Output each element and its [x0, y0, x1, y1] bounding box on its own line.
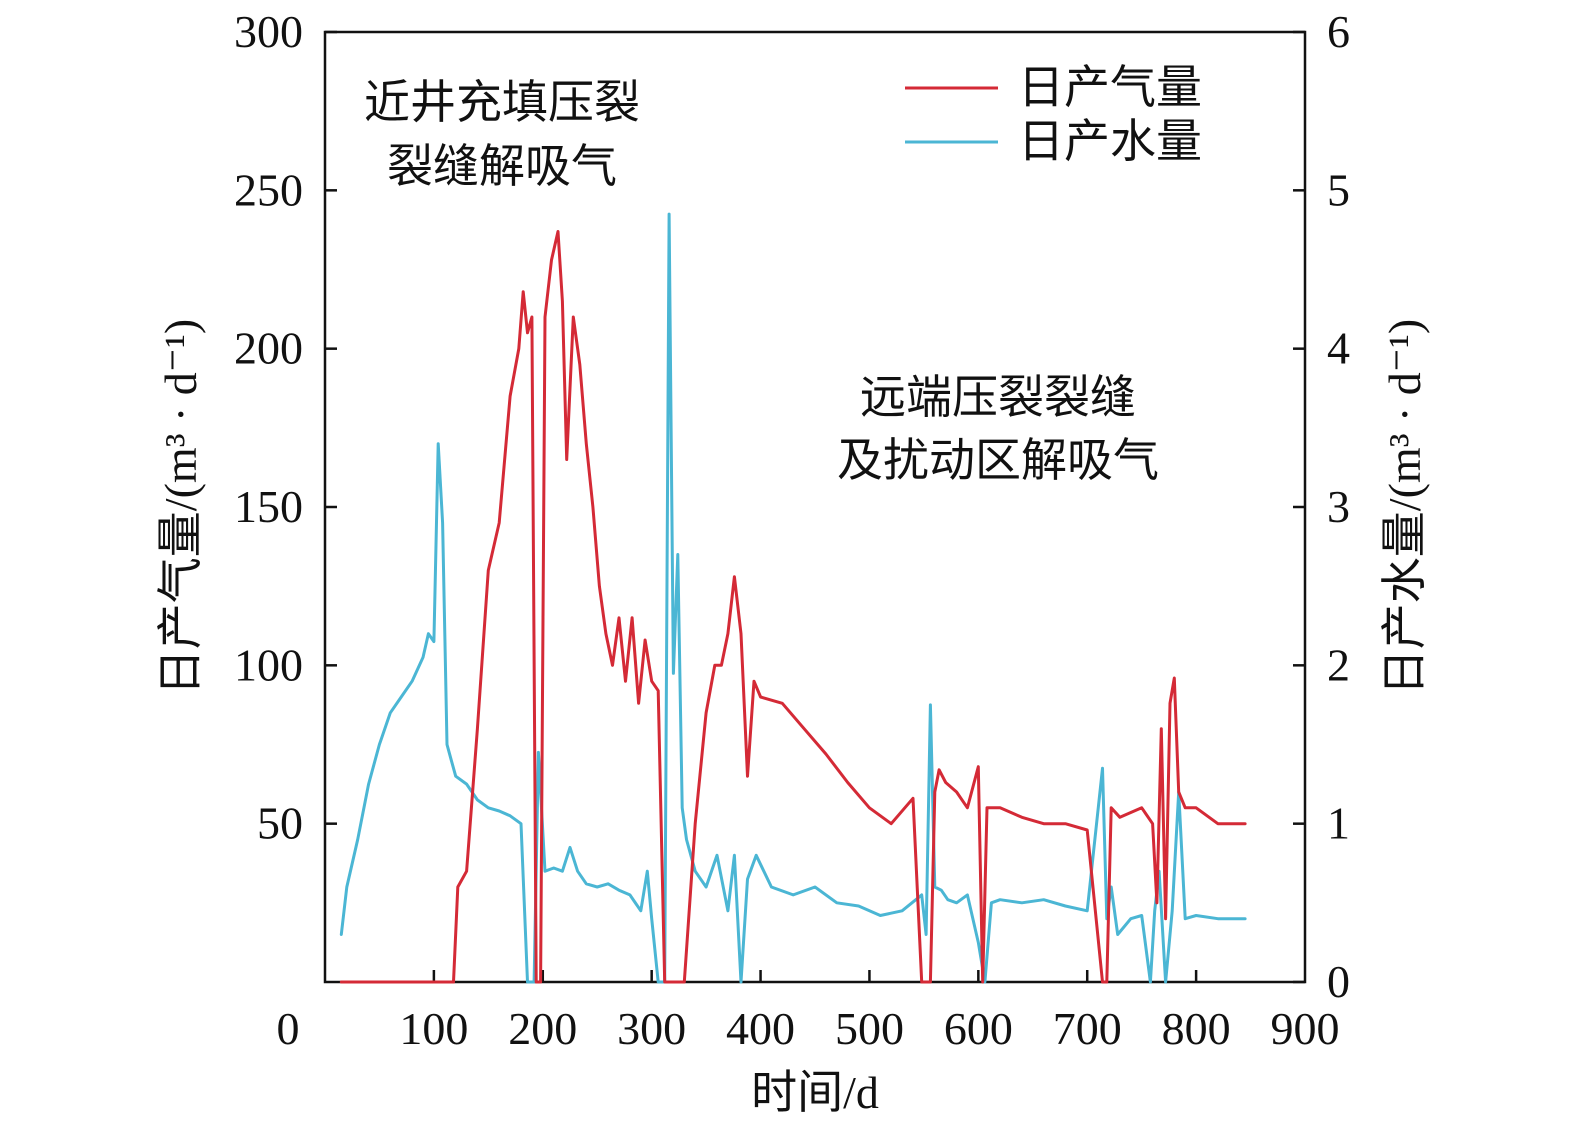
- x-tick-label: 600: [944, 1003, 1013, 1054]
- series-layer: [339, 212, 1247, 984]
- right-tick-label: 4: [1327, 323, 1350, 374]
- right-tick-label: 2: [1327, 639, 1350, 690]
- x-tick-label: 100: [399, 1003, 468, 1054]
- legend-label-gas: 日产气量: [1018, 62, 1202, 113]
- annotation-far-end-line1: 远端压裂裂缝: [860, 372, 1136, 423]
- right-tick-label: 1: [1327, 798, 1350, 849]
- left-axis-ticks: 50 100 150 200 250 300: [234, 6, 337, 849]
- left-tick-label: 250: [234, 164, 303, 215]
- series-line-water: [339, 212, 1247, 984]
- legend-label-water: 日产水量: [1018, 116, 1202, 167]
- right-axis-title: 日产水量/(m³ · d⁻¹): [1379, 319, 1430, 695]
- right-tick-label: 5: [1327, 164, 1350, 215]
- x-tick-label: 300: [617, 1003, 686, 1054]
- x-tick-label: 800: [1162, 1003, 1231, 1054]
- left-axis-title: 日产气量/(m³ · d⁻¹): [155, 319, 206, 695]
- x-tick-label: 200: [508, 1003, 577, 1054]
- x-tick-label: 900: [1271, 1003, 1340, 1054]
- annotation-far-end-line2: 及扰动区解吸气: [837, 435, 1159, 486]
- x-tick-label: 700: [1053, 1003, 1122, 1054]
- legend: 日产气量 日产水量: [905, 62, 1202, 167]
- left-tick-label: 100: [234, 639, 303, 690]
- left-tick-label: 300: [234, 6, 303, 57]
- right-axis-ticks: 0 1 2 3 4 5 6: [1293, 6, 1350, 1007]
- right-tick-label: 3: [1327, 481, 1350, 532]
- x-axis-title: 时间/d: [751, 1067, 879, 1118]
- series-line-gas: [339, 230, 1247, 984]
- x-tick-label: 400: [726, 1003, 795, 1054]
- x-tick-label: 0: [277, 1003, 300, 1054]
- x-tick-label: 500: [835, 1003, 904, 1054]
- annotation-near-well-line2: 裂缝解吸气: [387, 141, 617, 192]
- left-tick-label: 50: [257, 798, 303, 849]
- annotation-near-well-line1: 近井充填压裂: [364, 77, 640, 128]
- left-tick-label: 200: [234, 323, 303, 374]
- x-axis-ticks: 0 100 200 300 400 500 600 700 800 900: [277, 970, 1340, 1054]
- right-tick-label: 0: [1327, 956, 1350, 1007]
- left-tick-label: 150: [234, 481, 303, 532]
- right-tick-label: 6: [1327, 6, 1350, 57]
